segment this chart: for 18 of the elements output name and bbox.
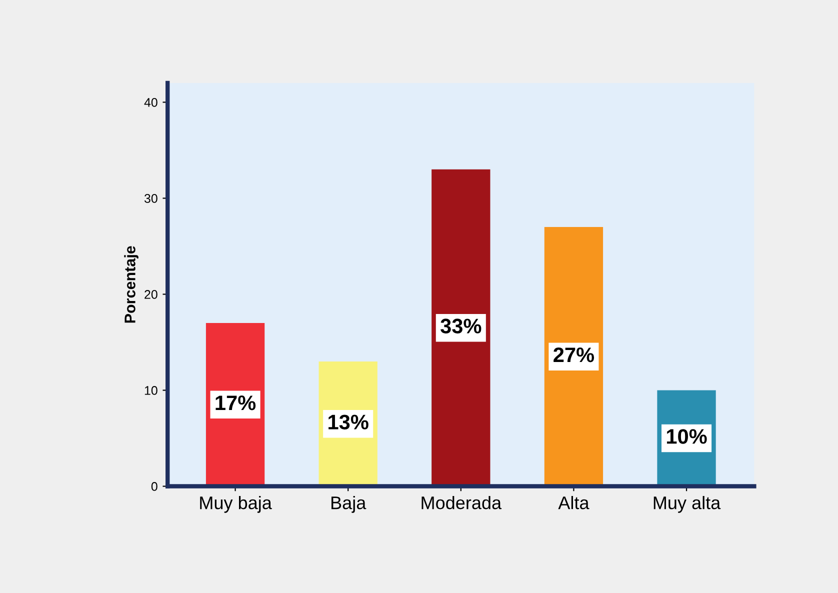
data-label: 17% [216, 396, 256, 410]
x-tick-label: Alta [558, 496, 590, 510]
x-tick-label: Muy baja [200, 496, 272, 513]
data-label: 10% [666, 429, 707, 444]
y-tick-label: 0 [151, 482, 158, 491]
x-tick-label: Baja [332, 496, 366, 513]
x-tick-label: Moderada [422, 496, 502, 510]
y-tick-label: 20 [144, 290, 158, 299]
y-axis-title: Porcentaje [124, 246, 138, 323]
bar [432, 169, 490, 486]
data-label: 13% [328, 414, 368, 430]
x-tick-label: Muy alta [654, 496, 721, 513]
y-tick-label: 40 [144, 98, 158, 107]
y-tick-label: 10 [144, 386, 158, 395]
bar [544, 227, 604, 486]
y-tick-label: 30 [144, 194, 158, 203]
data-label: 33% [440, 318, 482, 334]
data-label: 27% [554, 347, 594, 362]
